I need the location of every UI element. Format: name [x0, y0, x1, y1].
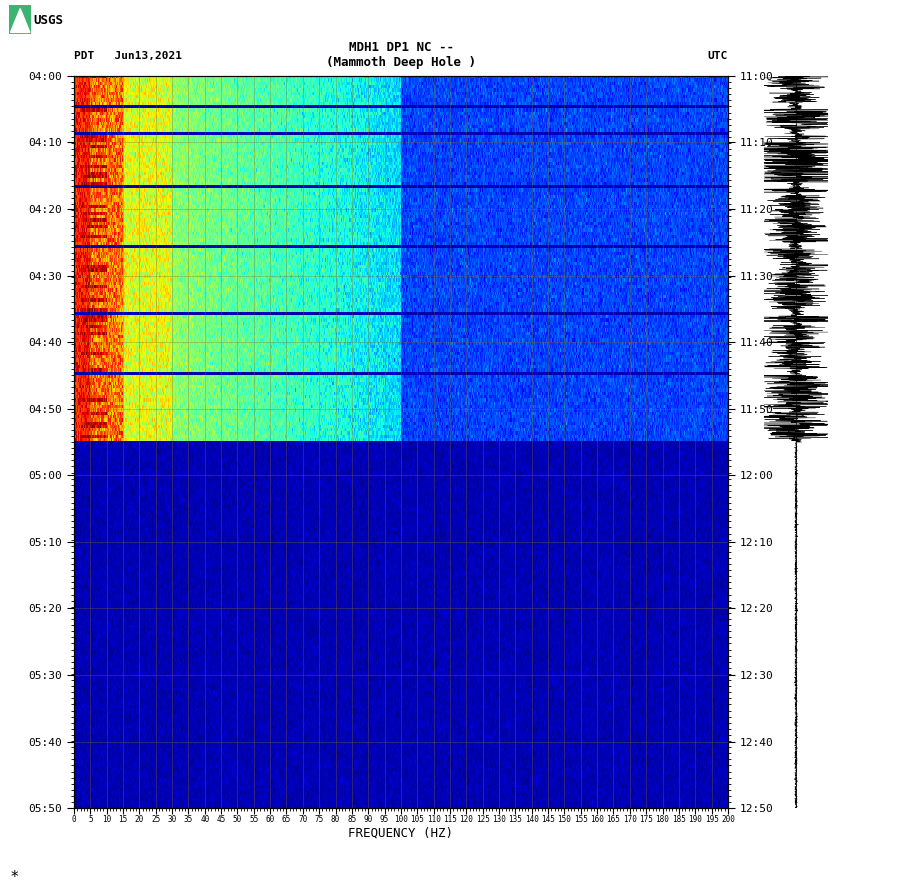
Text: UTC: UTC — [708, 51, 728, 62]
FancyBboxPatch shape — [9, 5, 32, 34]
Text: (Mammoth Deep Hole ): (Mammoth Deep Hole ) — [327, 56, 476, 69]
Text: MDH1 DP1 NC --: MDH1 DP1 NC -- — [349, 41, 454, 54]
X-axis label: FREQUENCY (HZ): FREQUENCY (HZ) — [348, 827, 454, 840]
Text: USGS: USGS — [34, 14, 64, 27]
Text: *: * — [11, 871, 18, 885]
Text: PDT   Jun13,2021: PDT Jun13,2021 — [74, 51, 182, 62]
Polygon shape — [11, 9, 30, 32]
